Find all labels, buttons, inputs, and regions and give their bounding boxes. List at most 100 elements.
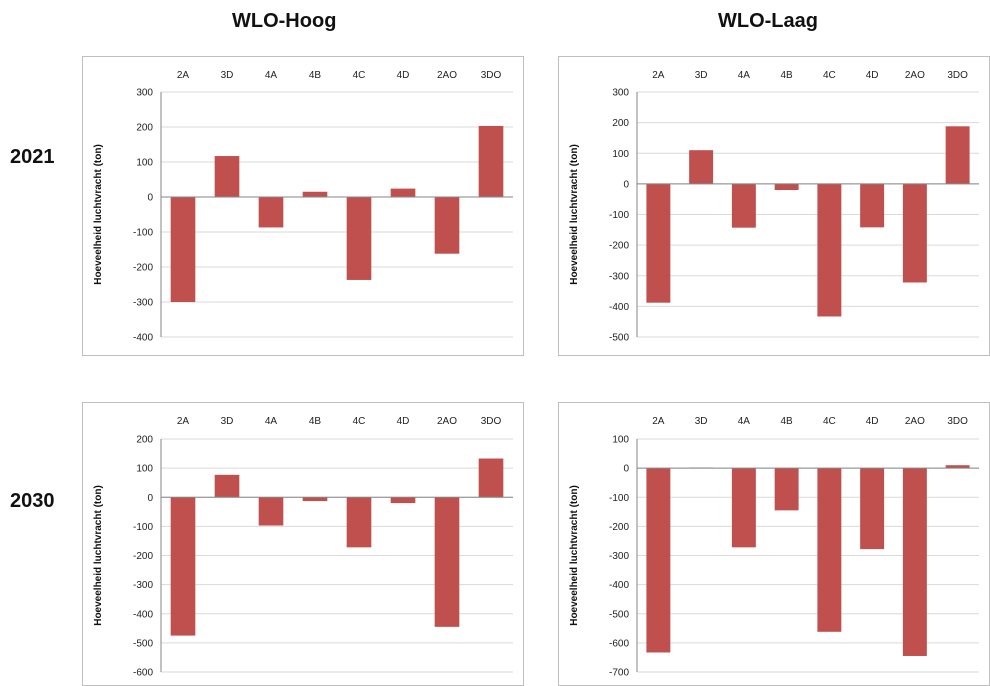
bar-2030-wlo-laag-4b [774,468,799,511]
bar-2030-wlo-hoog-2a [170,497,196,636]
bar-2021-wlo-laag-3do [945,126,970,184]
bar-2021-wlo-laag-2ao [902,183,927,283]
row-label-2021: 2021 [10,146,55,168]
x-category-label: 4C [823,416,836,427]
y-axis-label: Hoeveelheid luchtvracht (ton) [569,485,580,626]
y-tick-label: -600 [609,638,629,649]
x-category-label: 4D [397,416,410,427]
x-category-label: 4B [309,416,322,427]
y-tick-label: -200 [609,241,629,252]
bar-chart-2030-wlo-hoog: 200 100 0 -100 -200 -300 -400 -500 -600 2A 3D 4A 4B 4… [93,416,513,679]
y-axis-label: Hoeveelheid luchtvracht (ton) [93,144,104,285]
bar-chart-2021-wlo-hoog: 300 200 100 0 -100 -200 -300 -400 2A 3D 4A 4B 4C 4D 2A… [93,70,513,344]
bar-2030-wlo-hoog-4d [390,497,416,504]
bar-chart-2021-wlo-laag: 300 200 100 0 -100 -200 -300 -400 -500 2A 3D 4A 4B 4C… [569,70,979,344]
x-category-label: 4C [823,70,836,81]
x-category-label: 3DO [947,70,968,81]
x-category-label: 2A [177,416,190,427]
bar-2021-wlo-laag-4b [774,183,799,190]
x-category-label: 3D [695,70,708,81]
x-category-label: 3D [695,416,708,427]
x-category-label: 4D [397,70,410,81]
x-category-label: 4A [738,70,751,81]
y-tick-label: -100 [133,228,153,239]
bar-2021-wlo-laag-4c [817,183,842,317]
bar-2021-wlo-hoog-4b [302,191,328,197]
y-tick-label: -100 [133,522,153,533]
chart-panel-2030-wlo-laag: 100 0 -100 -200 -300 -400 -500 -600 -700 2A 3D 4A 4B… [558,402,990,686]
y-tick-label: 100 [136,464,153,475]
y-tick-label: -300 [133,298,153,309]
x-category-label: 4B [781,70,794,81]
bar-2021-wlo-hoog-2ao [434,197,460,254]
bar-2030-wlo-laag-4c [817,468,842,632]
y-tick-label: 0 [147,193,153,204]
bar-2030-wlo-laag-2a [646,468,671,653]
bar-2030-wlo-hoog-4a [258,497,284,526]
y-tick-label: 0 [147,493,153,504]
y-tick-label: 300 [612,88,629,99]
bar-2021-wlo-laag-2a [646,183,671,303]
y-tick-label: 100 [136,158,153,169]
y-tick-label: 200 [612,118,629,129]
bar-2030-wlo-hoog-4b [302,497,328,502]
x-category-label: 4D [866,70,879,81]
x-category-label: 4B [309,70,322,81]
x-category-label: 4A [265,70,278,81]
y-axis-label: Hoeveelheid luchtvracht (ton) [93,485,104,626]
y-tick-label: -400 [133,333,153,344]
bar-2021-wlo-laag-4a [731,183,756,228]
y-tick-label: -400 [609,580,629,591]
bar-2021-wlo-hoog-4a [258,197,284,228]
y-tick-label: -400 [609,302,629,313]
y-tick-label: 100 [612,435,629,446]
y-tick-label: -500 [609,333,629,344]
y-tick-label: 0 [623,179,629,190]
x-category-label: 2A [652,70,665,81]
x-category-label: 4A [265,416,278,427]
bar-2021-wlo-hoog-4d [390,188,416,197]
y-tick-label: -600 [133,668,153,679]
x-category-label: 3D [221,70,234,81]
x-category-label: 3DO [481,416,502,427]
bar-2030-wlo-laag-2ao [902,468,927,656]
row-label-2030: 2030 [10,490,55,512]
y-tick-label: -200 [133,263,153,274]
y-tick-label: -300 [133,580,153,591]
x-category-label: 4C [353,70,366,81]
bar-2021-wlo-hoog-3do [478,125,504,197]
y-tick-label: -500 [133,638,153,649]
y-tick-label: 200 [136,435,153,446]
chart-panel-2021-wlo-hoog: 300 200 100 0 -100 -200 -300 -400 2A 3D 4A 4B 4C 4D 2A… [82,56,524,356]
bar-2030-wlo-hoog-3d [214,474,240,498]
bar-2021-wlo-hoog-4c [346,197,372,280]
bar-2021-wlo-hoog-3d [214,156,240,197]
y-tick-label: -300 [609,271,629,282]
bar-2030-wlo-laag-3do [945,465,970,469]
bar-2030-wlo-laag-4d [860,468,885,550]
y-tick-label: 200 [136,123,153,134]
bar-2021-wlo-hoog-2a [170,197,196,302]
y-axis-label: Hoeveelheid luchtvracht (ton) [569,144,580,285]
y-tick-label: 300 [136,88,153,99]
y-tick-label: -300 [609,551,629,562]
x-category-label: 2A [652,416,665,427]
y-tick-label: -200 [133,551,153,562]
bar-2021-wlo-laag-3d [689,150,714,184]
x-category-label: 4A [738,416,751,427]
x-category-label: 2AO [437,70,457,81]
y-tick-label: -700 [609,668,629,679]
bar-2030-wlo-hoog-2ao [434,497,460,627]
y-tick-label: -500 [609,609,629,620]
x-category-label: 2AO [905,70,925,81]
chart-panel-2030-wlo-hoog: 200 100 0 -100 -200 -300 -400 -500 -600 2A 3D 4A 4B 4… [82,402,524,686]
x-category-label: 4D [866,416,879,427]
bar-chart-2030-wlo-laag: 100 0 -100 -200 -300 -400 -500 -600 -700 2A 3D 4A 4B… [569,416,979,679]
x-category-label: 3D [221,416,234,427]
y-tick-label: -400 [133,609,153,620]
x-category-label: 3DO [947,416,968,427]
y-tick-label: -200 [609,522,629,533]
bar-2021-wlo-laag-4d [860,183,885,228]
column-title-wlo-hoog: WLO-Hoog [232,10,337,32]
x-category-label: 4C [353,416,366,427]
